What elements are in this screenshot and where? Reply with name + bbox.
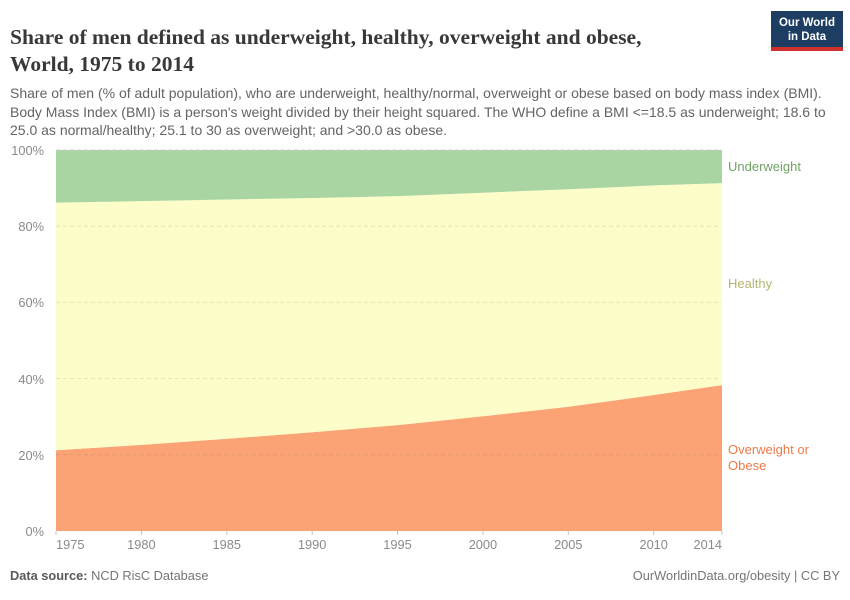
y-tick-label-80: 80% (18, 219, 44, 235)
x-tick-label-2014: 2014 (693, 537, 722, 552)
stacked-area-chart: 0% 20% 40% 60% 80% 100% 1975 1980 1985 1990 1995 2… (0, 143, 850, 552)
area-underweight (56, 150, 722, 203)
y-tick-label-40: 40% (18, 371, 44, 387)
series-label-overweight-or-obese: Overweight or Obese (728, 442, 809, 474)
x-tick-label-1995: 1995 (383, 537, 412, 552)
page-title: Share of men defined as underweight, hea… (10, 24, 758, 78)
owid-logo-text-line1: Our World (778, 17, 835, 29)
data-source: Data source: NCD RisC Database (10, 568, 208, 583)
series-label-healthy: Healthy (728, 276, 773, 292)
credit-link: OurWorldinData.org/obesity | CC BY (632, 568, 840, 583)
x-tick-label-2005: 2005 (554, 537, 583, 552)
series-labels: Overweight or Obese Healthy Underweight (728, 150, 840, 531)
data-source-value: NCD RisC Database (91, 568, 209, 583)
x-tick-label-1985: 1985 (212, 537, 241, 552)
area-healthy (56, 183, 722, 451)
y-axis: 0% 20% 40% 60% 80% 100% (0, 143, 50, 539)
series-label-underweight: Underweight (728, 158, 801, 174)
x-tick-label-1975: 1975 (56, 537, 85, 552)
x-axis: 1975 1980 1985 1990 1995 2000 2005 2010 2014 (56, 537, 722, 555)
x-tick-label-1990: 1990 (297, 537, 327, 552)
x-tick-label-1980: 1980 (127, 537, 156, 552)
y-tick-label-20: 20% (18, 447, 44, 463)
data-source-label: Data source: (10, 568, 88, 583)
plot-area (55, 149, 723, 535)
y-tick-label-60: 60% (18, 295, 44, 311)
area-overweight-or-obese (56, 385, 722, 531)
y-tick-label-100: 100% (11, 143, 44, 158)
owid-logo[interactable]: Our World in Data (770, 11, 843, 51)
page-title-line1: Share of men defined as underweight, hea… (10, 25, 642, 50)
y-tick-label-0: 0% (25, 524, 45, 539)
chart-subtitle: Share of men (% of adult population), wh… (10, 85, 826, 138)
x-tick-label-2000: 2000 (468, 537, 498, 552)
x-tick-label-2010: 2010 (639, 537, 668, 552)
owid-logo-text-line2: in Data (787, 31, 827, 43)
page-title-line2: World, 1975 to 2014 (10, 52, 194, 77)
